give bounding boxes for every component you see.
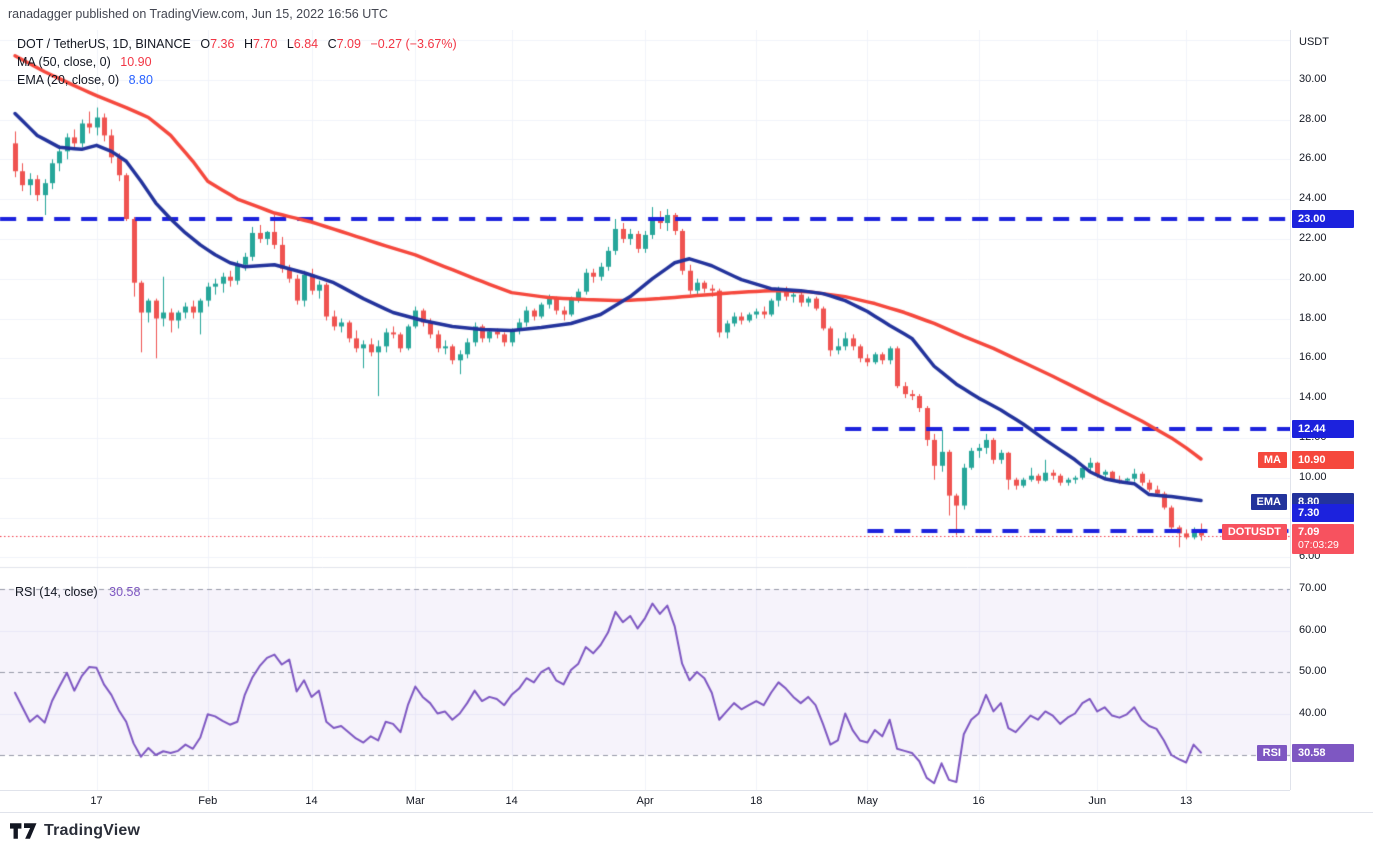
price-badge-tag: DOTUSDT <box>1221 523 1287 540</box>
price-chart-canvas[interactable] <box>0 30 1290 790</box>
ma-badge: 10.90 <box>1292 450 1354 469</box>
price-badge: 7.09 07:03:29 <box>1292 523 1354 554</box>
ohlc-low-label: L <box>286 37 294 51</box>
rsi-tick-70.00: 70.00 <box>1299 582 1327 594</box>
chart-area: DOT / TetherUS, 1D, BINANCE O7.36 H7.70 … <box>0 30 1373 813</box>
ma-value: 10.90 <box>120 55 152 69</box>
ma-badge-tag: MA <box>1257 451 1287 468</box>
price-tick-24.00: 24.00 <box>1299 192 1327 205</box>
ma-legend-row[interactable]: MA (50, close, 0) 10.90 <box>17 53 457 71</box>
time-tick-18: 18 <box>750 795 763 807</box>
rsi-value: 30.58 <box>109 585 141 599</box>
publish-header: ranadagger published on TradingView.com,… <box>0 0 1373 30</box>
price-tick-14.00: 14.00 <box>1299 391 1327 404</box>
level-1244: 12.44 <box>1292 420 1354 439</box>
price-tick-20.00: 20.00 <box>1299 271 1327 284</box>
time-tick-Jun: Jun <box>1088 795 1107 807</box>
tradingview-logo-icon <box>10 822 37 839</box>
ohlc-open-label: O <box>200 37 211 51</box>
rsi-legend-row[interactable]: RSI (14, close) 30.58 <box>15 585 140 599</box>
tradingview-logo-text: TradingView <box>44 822 141 839</box>
price-tick-16.00: 16.00 <box>1299 351 1327 364</box>
rsi-tick-40.00: 40.00 <box>1299 706 1327 719</box>
rsi-label: RSI (14, close) <box>15 585 98 599</box>
rsi-badge: 30.58 <box>1292 743 1354 762</box>
time-axis[interactable]: 17 Feb 14 Mar 14 Apr 18 May 16 Jun 13 <box>0 790 1290 813</box>
symbol-legend-row[interactable]: DOT / TetherUS, 1D, BINANCE O7.36 H7.70 … <box>17 35 457 53</box>
publish-info-text: ranadagger published on TradingView.com,… <box>8 7 388 21</box>
price-tick-28.00: 28.00 <box>1299 112 1327 125</box>
time-tick-17: 17 <box>90 795 103 807</box>
time-tick-Mar: Mar <box>405 795 425 807</box>
ema-badge-tag: EMA <box>1250 493 1287 510</box>
footer-bar: TradingView <box>0 812 1373 855</box>
price-tick-22.00: 22.00 <box>1299 231 1327 244</box>
ema-label: EMA (20, close, 0) <box>17 73 120 87</box>
ohlc-open-value: 7.36 <box>210 37 235 51</box>
ema-legend-row[interactable]: EMA (20, close, 0) 8.80 <box>17 71 457 89</box>
time-tick-16: 16 <box>972 795 985 807</box>
time-tick-14: 14 <box>505 795 518 807</box>
level-730: 7.30 <box>1292 504 1354 523</box>
symbol-title: DOT / TetherUS, 1D, BINANCE <box>17 37 191 51</box>
price-axis-unit: USDT <box>1299 36 1329 48</box>
price-axis[interactable]: USDT 30.00 28.00 26.00 24.00 22.00 20.00 18.00 1… <box>1290 30 1373 790</box>
price-badge-countdown: 07:03:29 <box>1298 538 1339 551</box>
ohlc-close-value: 7.09 <box>336 37 361 51</box>
rsi-tick-60.00: 60.00 <box>1299 623 1327 636</box>
ohlc-close-label: C <box>327 37 337 51</box>
ema-value: 8.80 <box>128 73 153 87</box>
time-tick-14: 14 <box>305 795 318 807</box>
ohlc-high-value: 7.70 <box>252 37 278 51</box>
main-legend: DOT / TetherUS, 1D, BINANCE O7.36 H7.70 … <box>17 35 457 89</box>
price-tick-10.00: 10.00 <box>1299 470 1327 483</box>
rsi-tick-50.00: 50.00 <box>1299 665 1327 677</box>
time-tick-Apr: Apr <box>636 795 654 807</box>
time-tick-13: 13 <box>1180 795 1193 807</box>
price-tick-30.00: 30.00 <box>1299 72 1327 85</box>
ohlc-low-value: 6.84 <box>293 37 319 51</box>
price-tick-18.00: 18.00 <box>1299 311 1327 324</box>
change-value: −0.27 (−3.67%) <box>370 37 457 51</box>
ohlc-high-label: H <box>243 37 253 51</box>
level-23: 23.00 <box>1292 210 1354 228</box>
price-tick-26.00: 26.00 <box>1299 152 1327 165</box>
rsi-badge-tag: RSI <box>1256 744 1287 761</box>
tradingview-logo[interactable]: TradingView <box>10 822 140 840</box>
time-tick-Feb: Feb <box>198 795 218 807</box>
ma-label: MA (50, close, 0) <box>17 55 111 69</box>
time-tick-May: May <box>857 795 878 807</box>
